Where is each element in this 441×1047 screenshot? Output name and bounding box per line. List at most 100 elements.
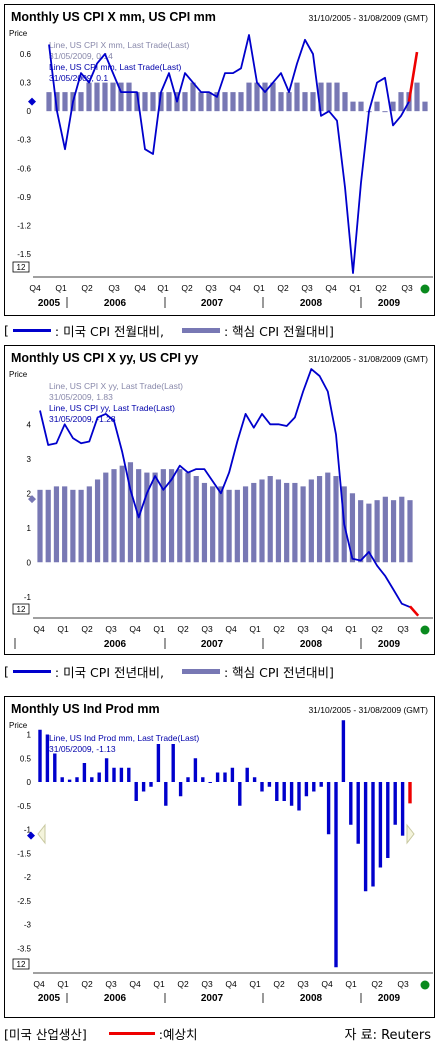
x-tick-label: Q1 (57, 979, 69, 989)
bar (341, 720, 346, 782)
bar (144, 472, 150, 563)
legend-bar-label: : 핵심 CPI 전월대비] (223, 324, 334, 339)
scale-tag: 12 (17, 960, 26, 969)
bar (67, 779, 72, 782)
bar (318, 82, 324, 112)
x-tick-label: Q2 (273, 979, 285, 989)
annotation-text: 31/05/2009, 0.1 (49, 73, 108, 83)
forecast-line (407, 51, 419, 102)
annotation-text: 31/05/2009, 1.83 (49, 392, 113, 402)
y-tick-label: 2 (27, 489, 32, 498)
bar (110, 82, 116, 112)
legend-cpi-yy: [: 미국 CPI 전년대비,: 핵심 CPI 전년대비] (4, 662, 334, 680)
bar (302, 92, 308, 112)
bar (407, 500, 413, 563)
bar (366, 503, 372, 563)
bar (325, 472, 331, 563)
bar (408, 782, 412, 804)
current-value-marker (28, 97, 36, 106)
legend-series-label: [미국 산업생산] (4, 1027, 87, 1042)
chart-panel-ind-prod: Monthly US Ind Prod mm 31/10/2005 - 31/0… (4, 696, 435, 1018)
bar (156, 744, 161, 782)
bar (242, 486, 249, 563)
x-tick-label: Q1 (157, 283, 169, 293)
x-tick-label: Q1 (349, 283, 361, 293)
annotation-text: 31/05/2009, -1.28 (49, 414, 116, 424)
bar (390, 101, 396, 112)
y-tick-label: -1.2 (17, 221, 31, 230)
bar (245, 767, 249, 782)
bar (62, 92, 68, 112)
bar (222, 92, 228, 112)
x-tick-label: Q2 (177, 624, 189, 634)
scroll-left-arrow (37, 823, 46, 845)
bar (37, 489, 43, 563)
x-year-label: 2009 (378, 639, 401, 650)
bar (166, 92, 172, 112)
x-year-label: 2005 (38, 993, 61, 1004)
bar (230, 767, 235, 782)
y-tick-label: -0.3 (17, 136, 31, 145)
x-tick-label: Q2 (371, 624, 383, 634)
x-tick-label: Q1 (57, 624, 69, 634)
bar (78, 92, 84, 112)
bar (134, 782, 138, 801)
bar (112, 767, 116, 782)
x-tick-label: Q2 (81, 979, 93, 989)
bar (393, 782, 397, 825)
bar (86, 486, 92, 563)
price-axis-label: Price (9, 721, 28, 730)
x-tick-label: Q3 (108, 283, 120, 293)
bar (374, 500, 380, 563)
bar (282, 782, 286, 801)
bar (208, 782, 212, 783)
bar (374, 101, 380, 112)
legend-forecast-swatch (108, 1032, 155, 1035)
bar (53, 486, 60, 563)
bar (270, 82, 276, 112)
bar (119, 465, 125, 563)
chart-plot-cpi-yy: 4 3 2 1 0 -1 12 Line, US CPI X yy, Last Trade(L… (12, 368, 433, 650)
bar (333, 476, 339, 563)
bar (118, 82, 124, 112)
y-tick-label: 0.6 (20, 50, 32, 59)
x-tick-label: Q4 (33, 624, 45, 634)
bar (70, 489, 76, 563)
chart-title: Monthly US CPI X yy, US CPI yy (11, 351, 199, 365)
bar (177, 469, 183, 563)
legend-forecast-label: :예상치 (158, 1027, 198, 1042)
bar (316, 476, 323, 563)
bar (62, 486, 68, 563)
scroll-right-arrow (406, 823, 415, 845)
bar (310, 92, 316, 112)
x-year-label: 2008 (300, 993, 323, 1004)
x-tick-label: Q1 (253, 283, 265, 293)
x-tick-label: Q2 (273, 624, 285, 634)
bar (111, 469, 117, 563)
legend-bracket: [ (4, 664, 9, 679)
bar (45, 734, 50, 782)
bar (102, 82, 108, 112)
bar (349, 782, 353, 825)
bar (400, 782, 405, 836)
bar (399, 496, 405, 563)
x-tick-label: Q1 (345, 979, 357, 989)
x-tick-label: Q4 (33, 979, 45, 989)
bar (94, 479, 101, 563)
bar (38, 729, 42, 782)
x-year-label: 2006 (104, 298, 127, 309)
bar (312, 782, 316, 792)
x-tick-label: Q4 (229, 283, 241, 293)
bar (182, 92, 188, 112)
x-tick-label: Q3 (397, 979, 409, 989)
x-year-label: 2008 (300, 639, 323, 650)
bar (201, 482, 208, 563)
bar (350, 101, 356, 112)
x-tick-label: Q2 (375, 283, 387, 293)
bar (262, 82, 268, 112)
chart-title: Monthly US CPI X mm, US CPI mm (11, 10, 216, 24)
legend-bar-swatch (181, 669, 220, 674)
bar (275, 479, 282, 563)
bar (218, 486, 224, 563)
bar (86, 82, 92, 112)
